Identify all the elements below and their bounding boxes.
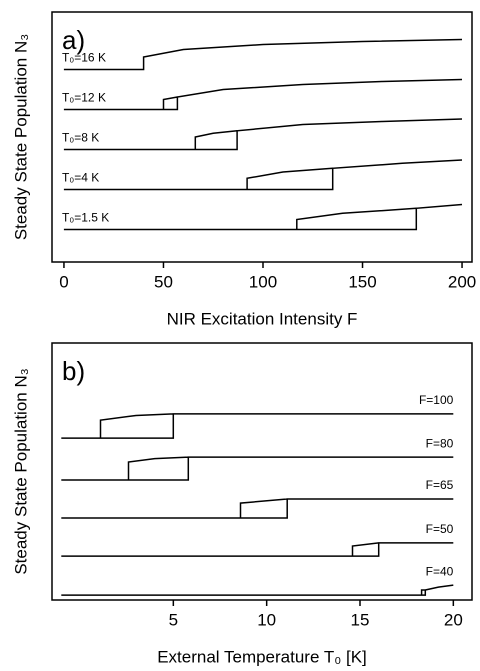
curve [61,498,454,519]
curve [63,203,463,231]
curve-label: F=100 [419,393,454,407]
plot-frame [51,342,473,601]
curve-label: F=40 [426,564,454,578]
curve [61,542,454,557]
curve [63,38,463,71]
curve [61,584,454,596]
curve [63,118,463,151]
x-tick-label: 200 [448,272,476,291]
curve-label: T₀=4 K [62,171,99,185]
curve [63,159,463,191]
curve [61,456,454,481]
curve-label: F=50 [426,522,454,536]
x-tick-label: 50 [154,272,173,291]
x-tick-label: 0 [59,272,68,291]
panel-label: b) [62,356,85,386]
curve-label: T₀=1.5 K [62,211,109,225]
curve-label: F=65 [426,478,454,492]
x-tick-label: 100 [249,272,277,291]
curve-label: F=80 [426,436,454,450]
x-tick-label: 5 [169,610,178,629]
y-axis-label: Steady State Population N₃ [11,34,30,240]
panel-label: a) [62,25,85,55]
x-tick-label: 10 [257,610,276,629]
x-axis-label: NIR Excitation Intensity F [167,309,358,328]
x-axis-label: External Temperature T₀ [K] [157,647,367,666]
curve [63,78,463,111]
curve-label: T₀=8 K [62,131,99,145]
plot-frame [51,11,473,263]
x-tick-label: 150 [348,272,376,291]
curve-label: T₀=12 K [62,91,106,105]
y-axis-label: Steady State Population N₃ [11,368,30,574]
x-tick-label: 15 [351,610,370,629]
curve-label: T₀=16 K [62,51,106,65]
x-tick-label: 20 [444,610,463,629]
curve [61,413,454,439]
